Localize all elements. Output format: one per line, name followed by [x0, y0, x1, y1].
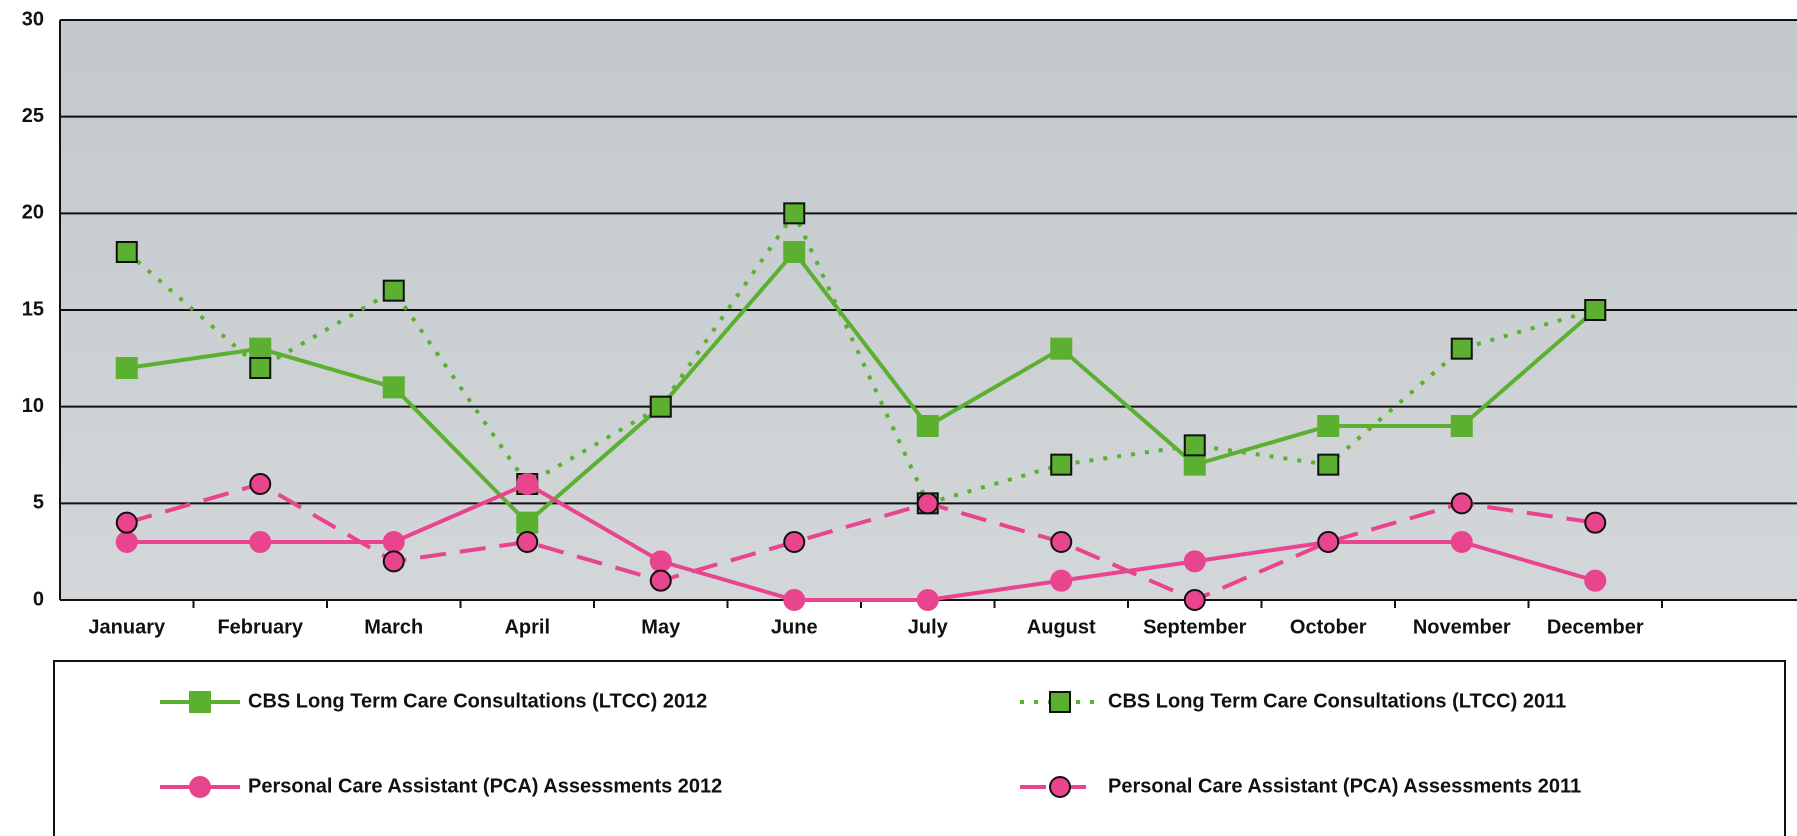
legend-box: [53, 660, 1786, 836]
x-tick-label: July: [908, 616, 949, 638]
x-tick-label: October: [1290, 616, 1367, 638]
marker: [115, 241, 138, 263]
y-tick-label: 30: [22, 8, 44, 30]
marker: [1584, 299, 1607, 321]
marker: [1450, 337, 1473, 360]
marker: [516, 531, 539, 553]
marker: [1050, 569, 1073, 592]
marker: [1050, 531, 1073, 553]
marker: [382, 531, 405, 553]
series-line: [126, 481, 1596, 602]
legend-label: CBS Long Term Care Consultations (LTCC) …: [1108, 690, 1566, 712]
y-tick-label: 0: [33, 588, 44, 610]
marker: [649, 550, 672, 573]
marker: [1049, 776, 1071, 798]
marker: [916, 492, 939, 515]
marker: [1049, 691, 1071, 713]
x-tick-label: June: [771, 616, 818, 638]
marker: [516, 511, 539, 534]
marker: [783, 241, 806, 263]
marker: [783, 202, 806, 225]
x-tick-label: March: [364, 616, 423, 638]
marker: [115, 511, 138, 534]
marker: [1183, 550, 1206, 573]
marker: [1317, 531, 1340, 553]
series-line: [126, 248, 1597, 526]
marker: [249, 337, 272, 360]
marker: [1183, 453, 1206, 476]
marker: [649, 395, 672, 418]
y-tick-label: 25: [22, 105, 44, 127]
marker: [1450, 492, 1473, 515]
x-tick-label: April: [504, 616, 550, 638]
marker: [1317, 453, 1340, 476]
x-tick-label: November: [1413, 616, 1511, 638]
legend-label: Personal Care Assistant (PCA) Assessment…: [248, 775, 722, 797]
x-tick-label: January: [88, 616, 166, 638]
marker: [1050, 337, 1073, 360]
marker: [1450, 531, 1473, 553]
marker: [1050, 453, 1073, 476]
x-tick-label: May: [641, 616, 681, 638]
marker: [249, 531, 272, 553]
marker: [189, 691, 211, 713]
marker: [382, 279, 405, 302]
legend-label: CBS Long Term Care Consultations (LTCC) …: [248, 690, 707, 712]
marker: [783, 531, 806, 553]
marker: [1584, 511, 1607, 534]
marker: [382, 550, 405, 573]
y-tick-label: 20: [22, 202, 44, 224]
marker: [516, 473, 539, 495]
marker: [1183, 589, 1206, 611]
marker: [249, 357, 272, 379]
marker: [115, 357, 138, 379]
series-line: [126, 481, 1596, 603]
x-tick-label: August: [1027, 616, 1096, 638]
marker: [1584, 569, 1607, 592]
marker: [1183, 434, 1206, 457]
y-tick-label: 15: [22, 298, 44, 320]
y-tick-label: 5: [33, 492, 44, 514]
marker: [249, 473, 272, 495]
marker: [115, 531, 138, 553]
marker: [382, 376, 405, 399]
marker: [916, 589, 939, 611]
marker: [1450, 415, 1473, 437]
marker: [783, 589, 806, 611]
marker: [649, 569, 672, 592]
marker: [189, 776, 211, 798]
marker: [916, 415, 939, 437]
x-tick-label: February: [217, 616, 303, 638]
y-tick-label: 10: [22, 395, 44, 417]
marker: [1317, 415, 1340, 437]
x-tick-label: September: [1143, 616, 1247, 638]
x-tick-label: December: [1547, 616, 1644, 638]
legend-label: Personal Care Assistant (PCA) Assessment…: [1108, 775, 1581, 797]
